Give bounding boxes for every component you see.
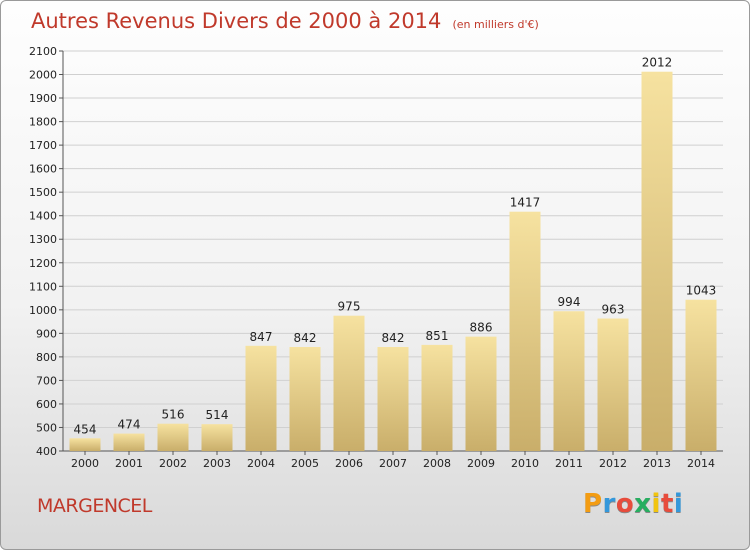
y-tick-label: 900 xyxy=(36,327,57,340)
bar xyxy=(509,211,541,451)
x-tick-label: 2001 xyxy=(115,457,143,470)
value-label: 851 xyxy=(426,329,449,343)
x-tick-label: 2011 xyxy=(555,457,583,470)
y-tick-label: 1900 xyxy=(29,92,57,105)
y-tick-label: 1200 xyxy=(29,257,57,270)
value-label: 975 xyxy=(338,300,361,314)
value-label: 474 xyxy=(118,418,141,432)
bar xyxy=(69,438,101,451)
bar xyxy=(333,315,365,451)
bar xyxy=(201,424,233,451)
title-line: Autres Revenus Divers de 2000 à 2014 (en… xyxy=(31,9,539,33)
bar xyxy=(685,299,717,451)
y-tick-label: 2000 xyxy=(29,69,57,82)
bar xyxy=(553,311,585,451)
bar xyxy=(465,336,497,451)
logo-letter: i xyxy=(673,489,684,519)
value-label: 994 xyxy=(558,295,581,309)
bar xyxy=(641,71,673,452)
y-tick-label: 1300 xyxy=(29,233,57,246)
logo-letter: P xyxy=(583,489,603,519)
value-label: 1417 xyxy=(510,196,541,210)
bar xyxy=(597,318,629,451)
chart-title: Autres Revenus Divers de 2000 à 2014 xyxy=(31,9,442,33)
bar xyxy=(245,345,277,451)
x-tick-label: 2014 xyxy=(687,457,715,470)
y-tick-label: 1000 xyxy=(29,304,57,317)
y-tick-label: 1500 xyxy=(29,186,57,199)
bar-layer: 454 474 516 514 847 842 975 842 851 886 1417 994 963… xyxy=(69,56,717,452)
x-tick-label: 2008 xyxy=(423,457,451,470)
bar xyxy=(421,344,453,451)
y-tick-label: 1700 xyxy=(29,139,57,152)
value-label: 963 xyxy=(602,303,625,317)
x-tick-label: 2005 xyxy=(291,457,319,470)
x-tick-label: 2007 xyxy=(379,457,407,470)
y-tick-label: 800 xyxy=(36,351,57,364)
y-tick-label: 700 xyxy=(36,374,57,387)
value-label: 886 xyxy=(470,321,493,335)
x-tick-label: 2012 xyxy=(599,457,627,470)
x-tick-label: 2002 xyxy=(159,457,187,470)
x-tick-label: 2013 xyxy=(643,457,671,470)
logo-letter: t xyxy=(660,489,674,519)
y-tick-label: 600 xyxy=(36,398,57,411)
x-tick-label: 2004 xyxy=(247,457,275,470)
logo-letter: i xyxy=(651,489,661,519)
proxiti-logo: Proxiti xyxy=(583,489,683,519)
x-tick-label: 2010 xyxy=(511,457,539,470)
y-tick-label: 1100 xyxy=(29,280,57,293)
y-tick-label: 1400 xyxy=(29,210,57,223)
x-tick-label: 2006 xyxy=(335,457,363,470)
value-label: 2012 xyxy=(642,56,673,70)
y-tick-label: 1800 xyxy=(29,116,57,129)
x-tick-label: 2003 xyxy=(203,457,231,470)
value-label: 1043 xyxy=(686,284,717,298)
logo-letter: r xyxy=(602,489,616,519)
bar xyxy=(157,423,189,451)
value-label: 847 xyxy=(250,330,273,344)
x-tick-label: 2009 xyxy=(467,457,495,470)
value-label: 454 xyxy=(74,422,97,436)
logo-letter: o xyxy=(615,489,635,519)
chart-unit: (en milliers d'€) xyxy=(452,18,539,31)
bar xyxy=(289,347,321,451)
bar xyxy=(377,347,409,451)
y-tick-label: 500 xyxy=(36,421,57,434)
y-tick-label: 1600 xyxy=(29,163,57,176)
x-tick-label: 2000 xyxy=(71,457,99,470)
bar xyxy=(113,433,145,451)
value-label: 514 xyxy=(206,408,229,422)
value-label: 516 xyxy=(162,408,185,422)
value-label: 842 xyxy=(294,331,317,345)
y-tick-label: 2100 xyxy=(29,45,57,58)
value-label: 842 xyxy=(382,331,405,345)
logo-letter: x xyxy=(634,489,652,519)
y-tick-label: 400 xyxy=(36,445,57,458)
commune-name: MARGENCEL xyxy=(37,495,152,517)
